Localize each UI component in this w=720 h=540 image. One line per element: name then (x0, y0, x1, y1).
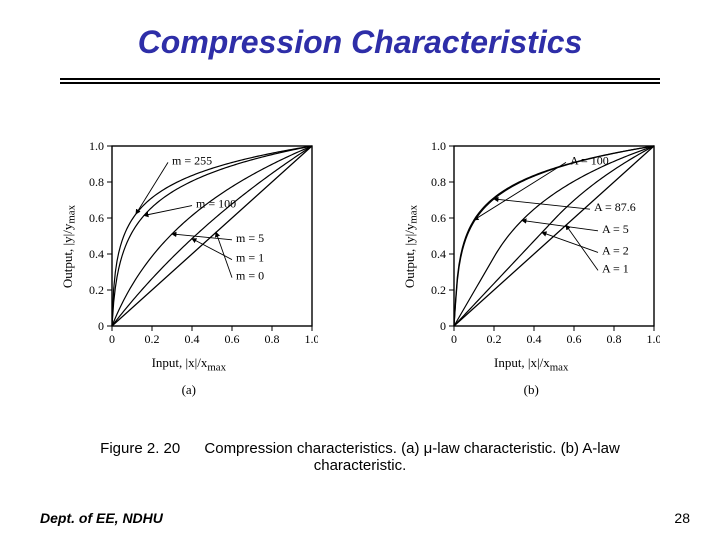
svg-text:0.6: 0.6 (224, 332, 239, 346)
figure-text: Compression characteristics. (a) μ-law c… (204, 440, 619, 474)
figure-number: Figure 2. 20 (100, 440, 180, 457)
slide-title: Compression Characteristics (0, 24, 720, 61)
svg-text:0.8: 0.8 (431, 175, 446, 189)
svg-text:m = 1: m = 1 (236, 251, 264, 265)
svg-text:1.0: 1.0 (304, 332, 318, 346)
svg-text:0.4: 0.4 (184, 332, 199, 346)
figure-caption: Figure 2. 20 Compression characteristics… (60, 440, 660, 474)
chart-a-wrap: Output, |y|/ymax 0 0.2 0.4 0.6 0.8 1.0 0 0.2 0.4… (60, 140, 318, 420)
svg-text:1.0: 1.0 (89, 140, 104, 153)
svg-text:0.8: 0.8 (89, 175, 104, 189)
svg-text:A = 2: A = 2 (602, 243, 629, 257)
svg-text:0: 0 (451, 332, 457, 346)
charts-container: Output, |y|/ymax 0 0.2 0.4 0.6 0.8 1.0 0 0.2 0.4… (60, 140, 660, 420)
svg-text:A = 87.6: A = 87.6 (594, 200, 636, 214)
svg-text:m = 0: m = 0 (236, 269, 264, 283)
page-number: 28 (674, 510, 690, 526)
chart-a-ylabel: Output, |y|/ymax (60, 205, 78, 288)
svg-text:m = 100: m = 100 (196, 197, 236, 211)
chart-b: 0 0.2 0.4 0.6 0.8 1.0 0 0.2 0.4 0.6 0.8 1.0 A = 1 A =… (422, 140, 660, 353)
svg-text:0.2: 0.2 (487, 332, 502, 346)
svg-text:0.2: 0.2 (89, 283, 104, 297)
svg-text:0: 0 (440, 319, 446, 333)
svg-text:1.0: 1.0 (647, 332, 661, 346)
chart-a-sublabel: (a) (182, 382, 196, 398)
footer-dept: Dept. of EE, NDHU (40, 510, 163, 526)
svg-text:0.8: 0.8 (607, 332, 622, 346)
svg-text:m = 5: m = 5 (236, 231, 264, 245)
chart-b-xlabel: Input, |x|/xmax (494, 355, 568, 374)
title-rule (60, 78, 660, 84)
svg-text:0: 0 (109, 332, 115, 346)
svg-text:0.4: 0.4 (527, 332, 542, 346)
svg-text:0.4: 0.4 (431, 247, 446, 261)
svg-text:0.6: 0.6 (431, 211, 446, 225)
svg-text:0.2: 0.2 (144, 332, 159, 346)
svg-text:A = 1: A = 1 (602, 261, 629, 275)
svg-text:0.6: 0.6 (567, 332, 582, 346)
svg-text:0.4: 0.4 (89, 247, 104, 261)
svg-text:0.8: 0.8 (264, 332, 279, 346)
svg-text:A = 100: A = 100 (570, 153, 609, 167)
svg-text:0.2: 0.2 (431, 283, 446, 297)
svg-text:0: 0 (98, 319, 104, 333)
svg-text:m = 255: m = 255 (172, 153, 212, 167)
chart-b-sublabel: (b) (524, 382, 539, 398)
chart-b-wrap: Output, |y|/ymax 0 0.2 0.4 0.6 0.8 1.0 0 0.2 0.4… (402, 140, 660, 420)
chart-a: 0 0.2 0.4 0.6 0.8 1.0 0 0.2 0.4 0.6 0.8 1.0 m = 0 m =… (80, 140, 318, 353)
chart-b-ylabel: Output, |y|/ymax (402, 205, 420, 288)
svg-text:A = 5: A = 5 (602, 222, 629, 236)
chart-a-xlabel: Input, |x|/xmax (152, 355, 226, 374)
svg-text:1.0: 1.0 (431, 140, 446, 153)
svg-text:0.6: 0.6 (89, 211, 104, 225)
